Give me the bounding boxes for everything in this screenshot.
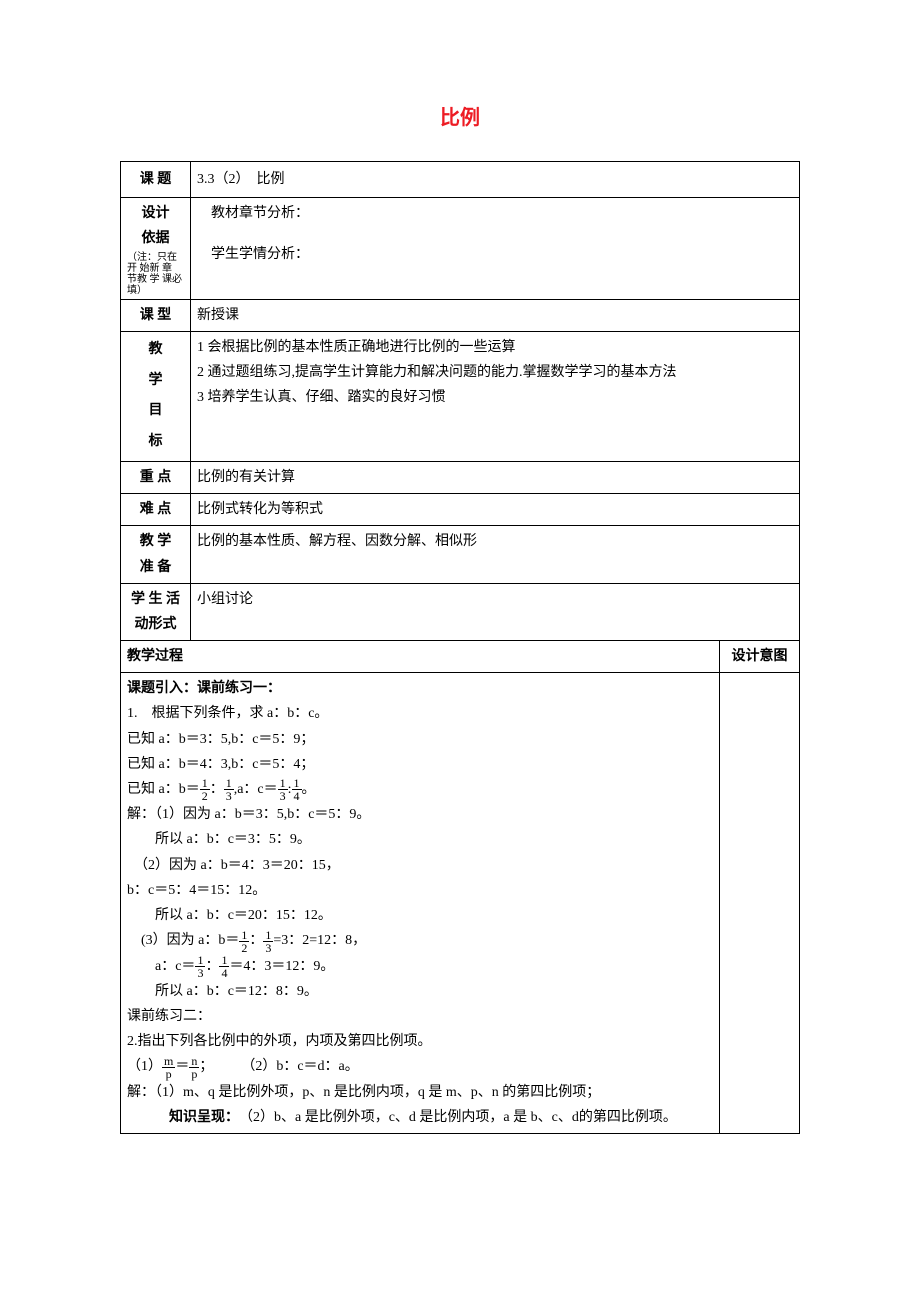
label-prep: 教 学准 备 bbox=[121, 526, 191, 583]
label-course-type: 课 型 bbox=[121, 299, 191, 331]
frac-1-2b: 12 bbox=[239, 929, 249, 954]
lesson-plan-table: 课 题 3.3（2） 比例 设计 依据 （注：只在 开 始新 章 节教 学 课必… bbox=[120, 161, 800, 1134]
content-main: 课题引入：课前练习一： 1. 根据下列条件，求 a：b：c。 已知 a：b＝3：… bbox=[121, 673, 720, 1134]
value-course-type: 新授课 bbox=[191, 299, 800, 331]
frac-1-4b: 14 bbox=[219, 954, 229, 979]
label-difficulty: 难 点 bbox=[121, 494, 191, 526]
frac-1-4: 14 bbox=[292, 777, 302, 802]
value-prep: 比例的基本性质、解方程、因数分解、相似形 bbox=[191, 526, 800, 583]
frac-1-3c: 13 bbox=[263, 929, 273, 954]
value-activity: 小组讨论 bbox=[191, 583, 800, 640]
value-design-basis: 教材章节分析： 学生学情分析： bbox=[191, 198, 800, 299]
label-key-point: 重 点 bbox=[121, 461, 191, 493]
value-difficulty: 比例式转化为等积式 bbox=[191, 494, 800, 526]
label-activity: 学 生 活动形式 bbox=[121, 583, 191, 640]
frac-1-3b: 13 bbox=[278, 777, 288, 802]
page-title: 比例 bbox=[120, 100, 800, 136]
frac-m-p: mp bbox=[162, 1055, 175, 1080]
label-process: 教学过程 bbox=[121, 641, 720, 673]
value-topic: 3.3（2） 比例 bbox=[191, 162, 800, 198]
label-objective: 教学目标 bbox=[121, 331, 191, 461]
frac-1-3d: 13 bbox=[195, 954, 205, 979]
content-intent bbox=[720, 673, 800, 1134]
label-design-basis: 设计 依据 （注：只在 开 始新 章 节教 学 课必填） bbox=[121, 198, 191, 299]
value-objective: 1 会根据比例的基本性质正确地进行比例的一些运算 2 通过题组练习,提高学生计算… bbox=[191, 331, 800, 461]
frac-n-p: np bbox=[189, 1055, 199, 1080]
label-intent: 设计意图 bbox=[720, 641, 800, 673]
frac-1-3: 13 bbox=[224, 777, 234, 802]
frac-1-2: 12 bbox=[200, 777, 210, 802]
value-key-point: 比例的有关计算 bbox=[191, 461, 800, 493]
label-topic: 课 题 bbox=[121, 162, 191, 198]
